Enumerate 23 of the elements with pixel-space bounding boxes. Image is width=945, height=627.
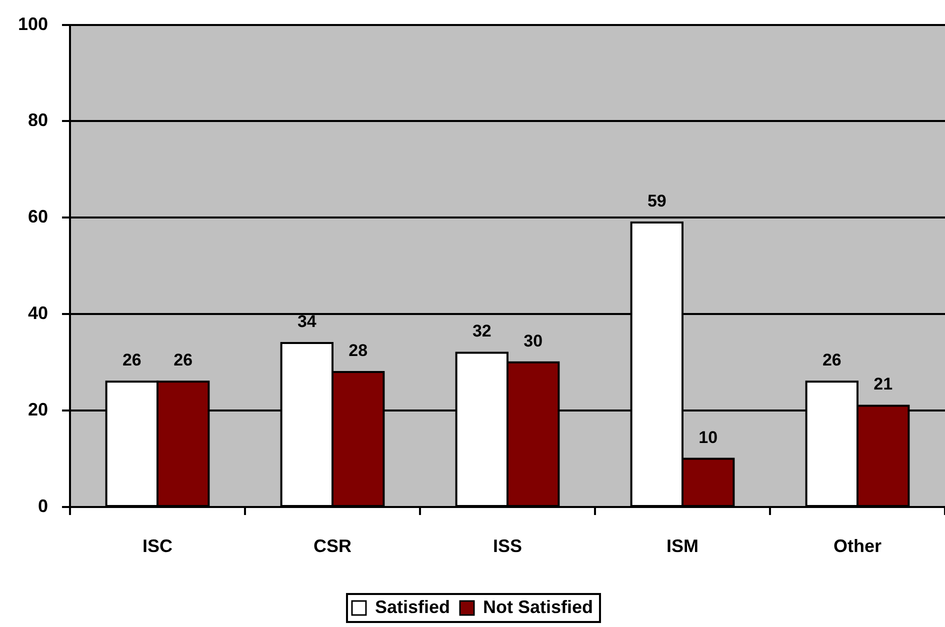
y-tick-label: 40: [28, 303, 48, 324]
y-tick-label: 100: [18, 14, 48, 34]
x-tick-label: ISM: [666, 536, 699, 556]
y-tick-label: 0: [38, 496, 48, 516]
data-label: 26: [822, 350, 842, 370]
data-label: 21: [874, 374, 893, 394]
data-label: 28: [348, 340, 368, 360]
data-label: 30: [524, 331, 543, 350]
data-label: 34: [297, 312, 317, 332]
data-label: 32: [472, 322, 492, 341]
data-label: 10: [698, 428, 718, 447]
y-tick-label: 80: [28, 110, 48, 130]
x-tick-label: CSR: [313, 536, 352, 556]
x-tick-label: ISS: [492, 536, 522, 556]
legend-label: Satisfied: [374, 596, 450, 617]
y-tick-label: 60: [28, 206, 48, 227]
y-tick-label: 20: [28, 400, 48, 420]
data-label: 26: [174, 350, 193, 370]
legend-label: Not Satisfied: [483, 596, 594, 617]
x-tick-label: ISC: [142, 536, 173, 556]
x-tick-label: Other: [833, 536, 882, 556]
data-label: 59: [647, 192, 666, 210]
data-label: 26: [122, 350, 142, 370]
